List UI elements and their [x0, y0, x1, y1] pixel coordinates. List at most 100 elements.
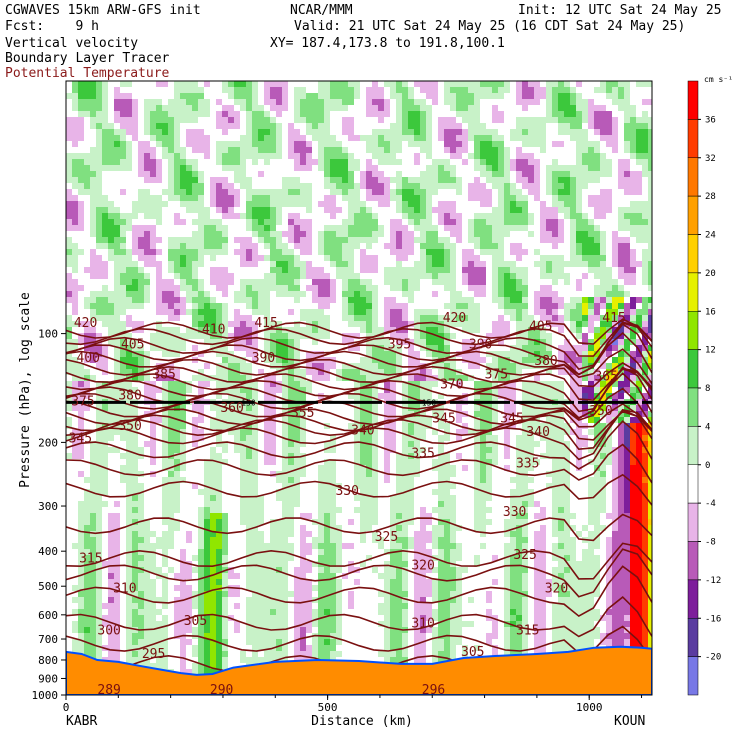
colorbar-swatch — [687, 464, 699, 504]
colorbar: cm s⁻¹ 36 32 28 24 20 16 12 8 4 0 -4 -8 -12 -16 -20 — [687, 75, 733, 696]
field-potential-temperature-label: Potential Temperature — [5, 66, 170, 81]
colorbar-tick-label: -16 — [705, 614, 721, 624]
theta-contour-label: 310 — [113, 581, 136, 596]
theta-contour-label: 296 — [422, 683, 445, 698]
theta-contour-label: 410 — [202, 323, 225, 338]
theta-contour-label: 380 — [118, 388, 141, 403]
terrain-fill — [66, 645, 652, 695]
theta-contour-label: 355 — [291, 406, 314, 421]
theta-contour-label: 330 — [503, 505, 526, 520]
right-endpoint-label: KOUN — [614, 714, 645, 729]
theta-contour-label: 310 — [411, 616, 434, 631]
contour-labels: 420 410 415 420 405 415 405 400 390 395 390 380 385 3… — [69, 311, 626, 698]
theta-contour-label: 335 — [411, 446, 434, 461]
theta-contour-390 — [66, 362, 652, 389]
theta-contour-label: 415 — [602, 311, 625, 326]
theta-contour-label: 345 — [500, 411, 523, 426]
theta-contour-label: 390 — [469, 338, 492, 353]
plot-area: 420 410 415 420 405 415 405 400 390 395 390 380 385 3… — [18, 80, 653, 729]
theta-contour-label: 289 — [97, 683, 120, 698]
colorbar-swatch — [687, 387, 699, 427]
colorbar-tick-label: 12 — [705, 346, 716, 356]
colorbar-tick-label: 0 — [705, 461, 710, 471]
left-endpoint-label: KABR — [66, 714, 97, 729]
y-tick-label: 200 — [38, 436, 58, 449]
colorbar-swatch — [687, 234, 699, 274]
theta-contour-label: 290 — [210, 683, 233, 698]
theta-contour-label: 305 — [461, 645, 484, 660]
x-axis-label: Distance (km) — [311, 714, 413, 729]
figure-header: CGWAVES 15km ARW-GFS init NCAR/MMM Init:… — [5, 3, 722, 81]
theta-contour-label: 320 — [545, 581, 568, 596]
colorbar-swatch — [687, 311, 699, 350]
colorbar-swatch — [687, 80, 699, 120]
theta-contour-label: 335 — [516, 457, 539, 472]
theta-contour-395 — [66, 348, 652, 385]
colorbar-tick-label: 16 — [705, 307, 716, 317]
theta-contour-415 — [66, 321, 652, 357]
theta-contour-300 — [66, 625, 652, 661]
y-tick-label: 700 — [38, 633, 58, 646]
theta-contour-label: 405 — [121, 338, 144, 353]
colorbar-swatch — [687, 656, 699, 696]
colorbar-swatch — [687, 502, 699, 542]
y-tick-label: 600 — [38, 609, 58, 622]
theta-contour-label: 420 — [443, 311, 466, 326]
y-tick-label: 1000 — [32, 689, 59, 702]
x-tick-label: 500 — [318, 701, 338, 714]
theta-contour-label: 365 — [594, 370, 617, 385]
theta-contour-label: 315 — [79, 552, 102, 567]
x-tick-label: 1000 — [576, 701, 603, 714]
theta-contour-label: 340 — [526, 425, 549, 440]
y-tick-label: 500 — [38, 580, 58, 593]
theta-contour-label: 380 — [534, 354, 557, 369]
theta-contour-350 — [66, 409, 652, 451]
plot-frame — [65, 80, 653, 696]
colorbar-swatch — [687, 349, 699, 389]
colorbar-swatch — [687, 541, 699, 581]
colorbar-swatch — [687, 618, 699, 657]
colorbar-tick-label: -12 — [705, 576, 721, 586]
theta-contour-335 — [66, 443, 652, 484]
theta-contour-label: 330 — [335, 484, 358, 499]
theta-contour-310 — [66, 565, 652, 618]
theta-contour-label: 385 — [152, 367, 175, 382]
theta-contour-label: 370 — [440, 378, 463, 393]
colorbar-tick-label: 36 — [705, 115, 716, 125]
theta-contour-label: 420 — [74, 316, 97, 331]
colorbar-swatch — [687, 579, 699, 619]
colorbar-tick-label: 4 — [705, 422, 710, 432]
theta-contour-320 — [66, 542, 652, 580]
y-tick-label: 800 — [38, 654, 58, 667]
colorbar-swatch — [687, 157, 699, 197]
theta-contour-305 — [66, 596, 652, 638]
colorbar-swatch — [687, 119, 699, 158]
theta-contour-label: 325 — [513, 548, 536, 563]
colorbar-swatch — [687, 272, 699, 312]
terrain — [66, 645, 652, 695]
theta-contour-label: 395 — [388, 338, 411, 353]
tracer-contour-label: 150 — [241, 398, 256, 407]
theta-contour-label: 345 — [432, 411, 455, 426]
theta-contour-label: 405 — [529, 319, 552, 334]
tracer-contour-label: 150 — [422, 398, 437, 407]
org-label: NCAR/MMM — [290, 3, 353, 18]
theta-contour-label: 390 — [252, 351, 275, 366]
theta-contour-label: 350 — [118, 419, 141, 434]
colorbar-tick-label: -8 — [705, 538, 716, 548]
theta-contour-label: 295 — [142, 647, 165, 662]
theta-contour-label: 305 — [184, 614, 207, 629]
y-axis: 100 200 300 400 500 600 700 800 900 1000 — [32, 328, 66, 702]
theta-contour-370 — [66, 372, 652, 420]
colorbar-tick-label: -20 — [705, 653, 721, 663]
theta-contour-label: 315 — [516, 623, 539, 638]
theta-contour-label: 320 — [411, 559, 434, 574]
theta-contour-325 — [66, 513, 652, 542]
theta-contour-360 — [66, 402, 652, 432]
colorbar-unit-label: cm s⁻¹ — [704, 75, 733, 84]
y-axis-label: Pressure (hPa), log scale — [18, 292, 33, 488]
theta-contour-label: 345 — [69, 431, 92, 446]
colorbar-tick-label: 32 — [705, 154, 716, 164]
theta-contour-label: 350 — [589, 404, 612, 419]
